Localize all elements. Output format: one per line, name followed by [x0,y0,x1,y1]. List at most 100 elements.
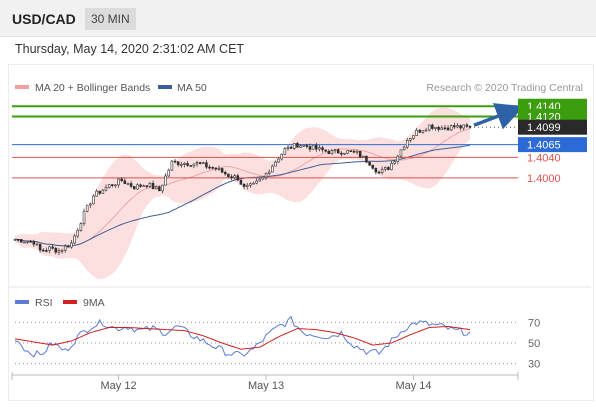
candle [462,124,465,131]
candle [264,172,268,181]
level-label-1.4040-text: 1.4040 [527,152,561,164]
candle [139,183,142,188]
rsi-series-rsi [14,315,471,358]
candle [459,124,462,131]
rsi-tick-50: 50 [528,338,540,350]
candle [38,243,42,253]
candle [374,167,378,175]
candle [280,153,283,161]
candle [321,145,324,153]
candle [421,130,425,134]
candle [377,170,381,175]
legend-label-rsi: RSI [35,297,53,309]
candle [362,155,365,158]
candle [158,185,161,192]
date-label: Thursday, May 14, 2020 2:31:02 AM CET [15,42,245,56]
candle [405,137,409,150]
candle [82,208,86,226]
candle [195,160,199,167]
rsi-lines [14,315,471,358]
candles [13,122,472,256]
candle [167,168,171,177]
candle [358,150,362,159]
candle [35,242,39,246]
candle [289,145,293,149]
candle [26,241,29,244]
candle [327,149,331,155]
candle [217,165,221,171]
candle [107,184,111,189]
candle [176,161,180,167]
candle [70,240,73,249]
candle [286,145,290,151]
candle [220,167,224,174]
candle [402,145,406,151]
candle [267,169,271,176]
candle [371,164,374,170]
candle [126,182,130,185]
candle [154,185,158,190]
candle [120,177,123,182]
candle [183,162,186,168]
candle [132,186,136,190]
candle [271,164,274,173]
candle [85,204,89,213]
candle [92,194,95,205]
candle [427,124,431,132]
candle [136,183,139,190]
candle [29,239,32,243]
candle [101,189,105,194]
candle [227,173,230,178]
candle [384,166,387,172]
current-price-label-text: 1.4099 [527,122,561,134]
candle [170,160,174,171]
x-tick-label-May 12: May 12 [101,380,137,392]
chart-header: USD/CAD 30 MIN [0,0,596,37]
candle [302,144,305,147]
candle [431,123,434,131]
candle [443,124,447,131]
candle [48,245,51,254]
candle [396,154,400,165]
candle [261,176,265,181]
x-axis: May 12 May 13 May 14 [11,372,519,392]
watermark: Research © 2020 Trading Central [426,82,583,94]
candle [67,244,70,248]
candle [252,181,255,185]
candle [32,239,36,248]
legend-swatch-rsi [15,300,29,304]
candle [368,161,371,167]
legend-label-ma50: MA 50 [177,82,207,94]
candle [63,244,67,253]
forecast-arrow [473,103,525,130]
bollinger-band-area [15,107,470,280]
candle [245,182,249,190]
candle [380,166,384,175]
candle [142,184,145,187]
candle [343,152,346,155]
candle [54,246,58,255]
candle [20,239,23,243]
candle [440,125,444,130]
candle [249,182,252,188]
candle [349,150,353,152]
candle [16,239,20,243]
candle [340,151,343,157]
candle [449,124,453,132]
candle [192,163,196,169]
candle [242,183,246,190]
legend-swatch-ma50 [158,85,172,89]
candle [330,148,334,155]
candle [117,178,120,188]
candle [123,178,127,185]
candle [79,222,83,232]
timeframe-badge[interactable]: 30 MIN [85,8,136,30]
candle [202,161,205,165]
candle [104,184,108,192]
x-tick-label-May 13: May 13 [248,380,284,392]
candle [446,125,450,131]
candle [390,161,393,171]
candle [164,173,167,186]
candle [456,122,459,129]
candle [239,179,243,185]
